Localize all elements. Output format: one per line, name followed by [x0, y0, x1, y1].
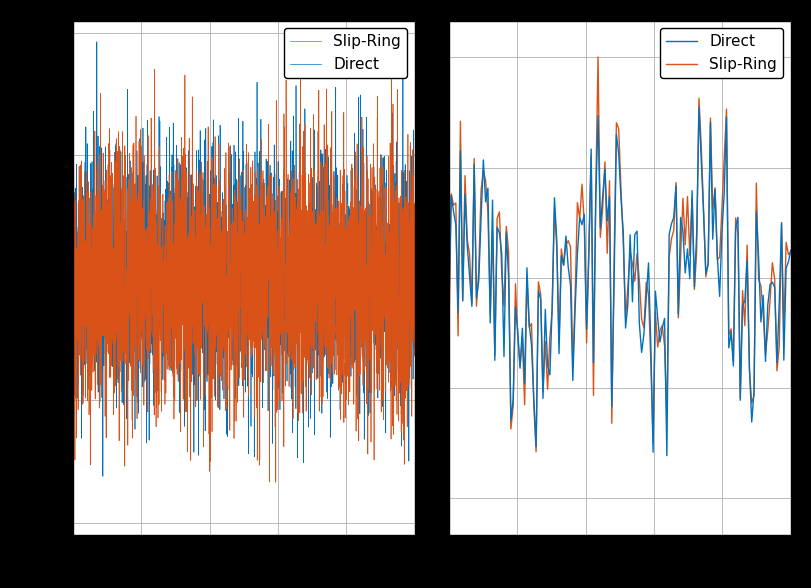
Direct — [107, 305, 117, 312]
Line: Direct: Direct — [449, 108, 791, 456]
Direct — [786, 247, 796, 254]
Slip-Ring — [150, 66, 160, 73]
Line: Slip-Ring: Slip-Ring — [73, 69, 414, 482]
Slip-Ring — [685, 252, 695, 259]
Line: Direct: Direct — [73, 38, 414, 476]
Direct — [694, 104, 704, 111]
Direct — [367, 246, 376, 253]
Slip-Ring — [127, 242, 137, 249]
Slip-Ring — [786, 249, 796, 256]
Legend: Slip-Ring, Direct: Slip-Ring, Direct — [285, 28, 407, 78]
Slip-Ring — [581, 339, 591, 346]
Slip-Ring — [68, 397, 78, 404]
Direct — [662, 452, 672, 459]
Legend: Direct, Slip-Ring: Direct, Slip-Ring — [660, 28, 783, 78]
Direct — [200, 406, 209, 413]
Direct — [556, 252, 566, 259]
Slip-Ring — [628, 260, 637, 268]
Direct — [398, 34, 408, 41]
Direct — [444, 301, 454, 308]
Slip-Ring — [214, 372, 224, 379]
Slip-Ring — [271, 479, 281, 486]
Slip-Ring — [410, 349, 419, 356]
Slip-Ring — [107, 340, 117, 348]
Direct — [214, 283, 224, 290]
Slip-Ring — [444, 328, 454, 335]
Slip-Ring — [731, 215, 740, 222]
Direct — [68, 244, 78, 251]
Direct — [127, 241, 137, 248]
Direct — [410, 284, 419, 291]
Slip-Ring — [559, 261, 569, 268]
Slip-Ring — [531, 448, 541, 455]
Direct — [731, 225, 740, 232]
Direct — [623, 300, 633, 308]
Line: Slip-Ring: Slip-Ring — [449, 57, 791, 452]
Direct — [403, 235, 413, 242]
Slip-Ring — [200, 202, 209, 209]
Slip-Ring — [593, 54, 603, 61]
Slip-Ring — [367, 284, 376, 291]
Direct — [637, 349, 646, 356]
Slip-Ring — [642, 279, 651, 286]
Direct — [683, 245, 693, 252]
Slip-Ring — [403, 274, 413, 281]
Direct — [98, 473, 108, 480]
Direct — [579, 211, 589, 218]
